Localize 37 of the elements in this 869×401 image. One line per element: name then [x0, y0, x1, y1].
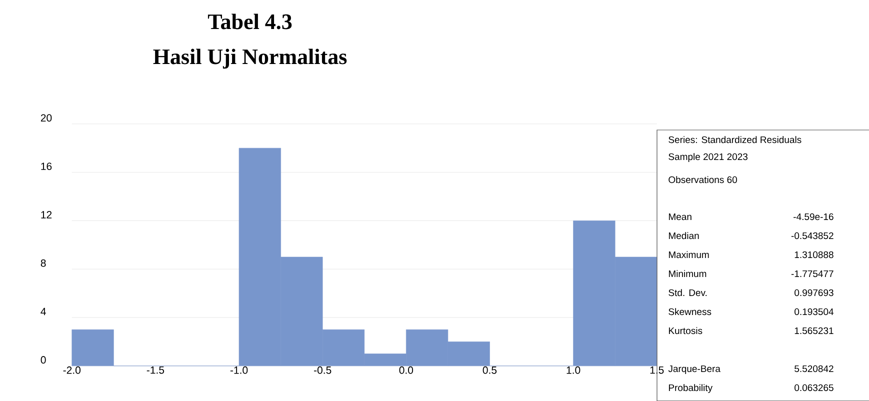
text: Std. Dev.: [668, 289, 707, 296]
text: 1.310888: [794, 251, 834, 258]
x-tick-label: 1.5: [650, 366, 664, 374]
text: Median: [668, 232, 699, 240]
x-tick-label: 0.0: [399, 366, 414, 374]
x-tick-label: -1.0: [230, 366, 248, 374]
y-tick-label: 12: [41, 211, 52, 218]
text: 0.193504: [794, 308, 834, 316]
text: 5.520842: [794, 365, 834, 372]
text: -4.59e-16: [794, 213, 834, 220]
text: 0.997693: [794, 289, 834, 296]
text: Probability: [668, 384, 713, 393]
y-tick-label: 20: [40, 114, 52, 122]
y-tick-label: 16: [41, 162, 52, 170]
text: -1.775477: [791, 270, 834, 278]
y-tick-label: 0: [40, 356, 46, 364]
text: -0.543852: [791, 232, 834, 240]
chart-title: Tabel 4.3: [208, 14, 292, 30]
text: Skewness: [668, 308, 712, 316]
text: Sample 2021 2023: [668, 153, 748, 162]
text: Mean: [668, 213, 692, 220]
text: 0.063265: [794, 384, 834, 392]
text: Maximum: [668, 251, 709, 258]
y-tick-label: 4: [40, 308, 46, 316]
text: Series: Standardized Residuals: [668, 136, 802, 144]
x-tick-label: -1.5: [146, 366, 164, 374]
text: Kurtosis: [668, 327, 702, 334]
x-tick-label: -2.0: [63, 366, 81, 374]
y-tick-label: 8: [40, 259, 46, 267]
text: Observations 60: [668, 176, 737, 184]
text: Minimum: [668, 270, 706, 278]
text: 1.565231: [794, 327, 834, 334]
x-tick-label: -0.5: [314, 366, 332, 374]
x-tick-label: 0.5: [482, 366, 497, 374]
text: Jarque-Bera: [668, 365, 720, 374]
x-tick-label: 1.0: [566, 366, 580, 374]
chart-subtitle: Hasil Uji Normalitas: [153, 48, 347, 69]
